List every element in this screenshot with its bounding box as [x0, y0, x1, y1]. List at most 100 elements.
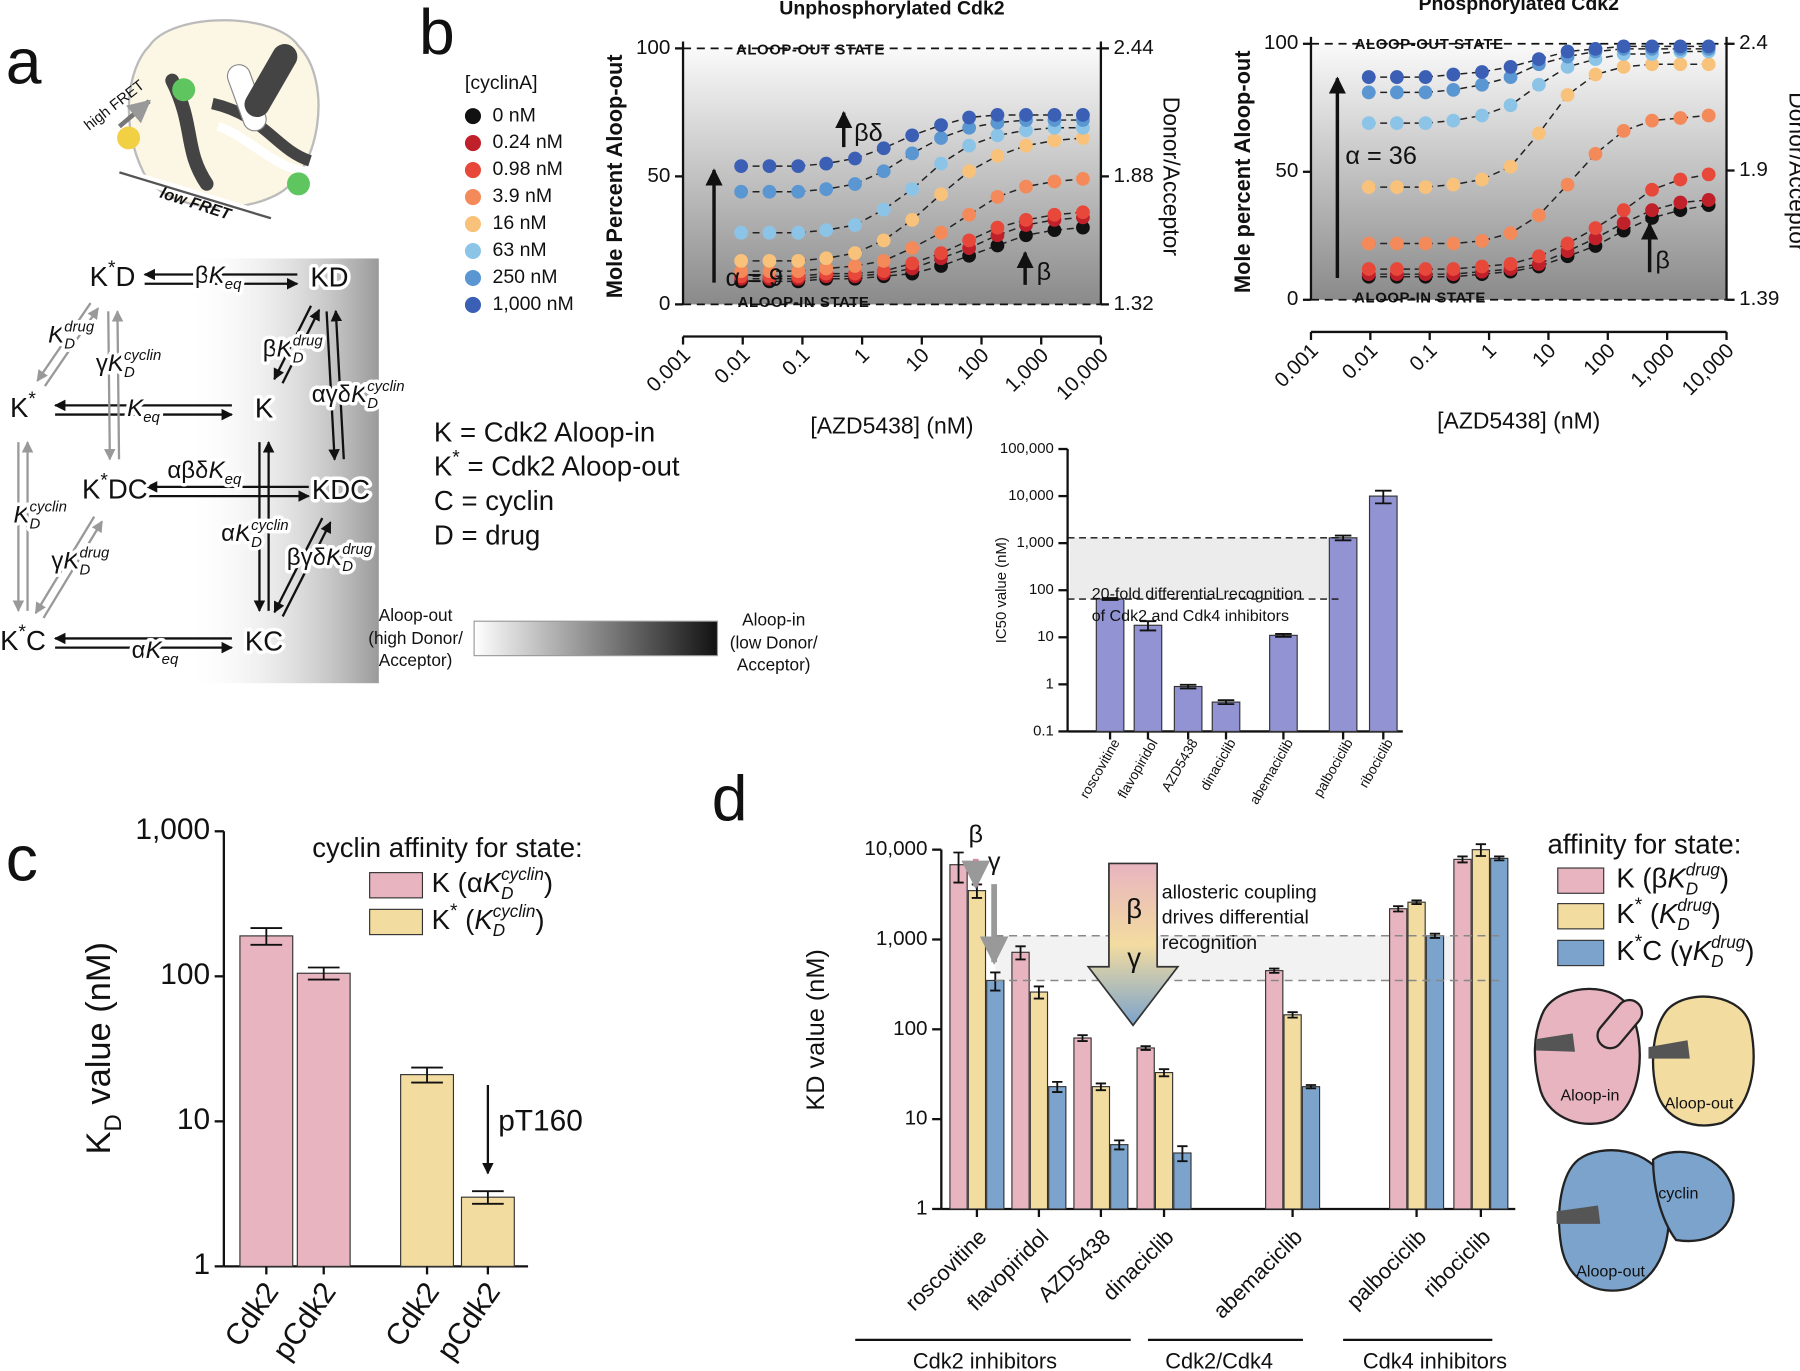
- legend-label: K (βKDdrug): [1616, 861, 1729, 899]
- equilibrium-arrow: [281, 521, 332, 617]
- annotation: ALOOP-IN STATE: [1354, 290, 1486, 307]
- annotation: β: [1126, 893, 1142, 924]
- bar: [1073, 1037, 1092, 1210]
- data-point: [1475, 259, 1489, 274]
- data-point: [905, 182, 920, 197]
- error-bar-line: [1269, 967, 1280, 974]
- data-point: [1446, 113, 1461, 128]
- error-bar: [411, 1066, 443, 1084]
- error-bar-line: [1275, 632, 1292, 638]
- bar: [1453, 858, 1472, 1210]
- text-part: D: [115, 261, 135, 292]
- data-point: [1701, 57, 1716, 72]
- data-point: [1389, 180, 1404, 195]
- data-point: [791, 184, 806, 199]
- text-part: eq: [225, 471, 242, 488]
- cartoons-d: [1533, 987, 1755, 1292]
- text-part: D: [501, 884, 513, 903]
- bar: [1133, 624, 1163, 732]
- data-point: [1047, 108, 1062, 122]
- error-bar-line: [1101, 597, 1119, 601]
- panel-label: a: [6, 26, 42, 98]
- bar: [1471, 849, 1491, 1210]
- equilibrium-constant: βKDdrug: [263, 333, 324, 367]
- data-point: [1616, 216, 1631, 230]
- text-part: eq: [162, 652, 179, 669]
- bar: [1091, 1086, 1111, 1210]
- data-point: [1531, 77, 1546, 92]
- error-bar: [1334, 534, 1352, 542]
- bar: [400, 1074, 455, 1267]
- data-point: [1475, 234, 1489, 248]
- data-point: [1019, 213, 1033, 227]
- data-point: [1616, 39, 1631, 54]
- equilibrium-arrow: [325, 311, 340, 461]
- error-bar-line: [1077, 1034, 1088, 1042]
- bar: [1136, 1047, 1155, 1210]
- text-part: *: [452, 447, 460, 468]
- annotation: γ: [1127, 942, 1141, 973]
- annotation: of Cdk2 and Cdk4 inhibitors: [1092, 607, 1289, 625]
- error-bar-line: [250, 927, 283, 946]
- annotation: 20-fold differential recognition: [1092, 585, 1302, 603]
- data-point: [1047, 133, 1062, 148]
- data-point: [1076, 205, 1090, 220]
- y-tick-label: 1: [193, 1248, 210, 1281]
- data-point: [1446, 82, 1461, 97]
- text-part: D: [251, 535, 262, 552]
- error-bar-line: [472, 1190, 504, 1205]
- error-bar-line: [1033, 985, 1045, 1000]
- data-point: [934, 156, 948, 171]
- data-point: [762, 264, 777, 278]
- text-part: drug: [1677, 896, 1712, 915]
- text-part: K: [483, 868, 503, 899]
- data-point: [1475, 172, 1489, 187]
- text-part: D: [64, 336, 75, 353]
- x-tick-label: 100: [1579, 339, 1620, 380]
- text-part: K: [80, 1132, 118, 1155]
- error-bar-line: [1140, 1045, 1151, 1051]
- text-part: K: [351, 382, 368, 409]
- chart-title: Unphosphorylated Cdk2: [779, 0, 1005, 20]
- data-point: [990, 238, 1005, 253]
- data-point: [1503, 70, 1518, 84]
- data-point: [734, 184, 749, 199]
- annotation: pT160: [498, 1105, 583, 1138]
- data-point: [1019, 108, 1033, 122]
- text-part: cyclin: [251, 518, 288, 535]
- data-point: [1019, 138, 1033, 153]
- x-tick-label: abemaciclib: [1247, 736, 1297, 807]
- x-tick-label: palbociclib: [1311, 736, 1356, 799]
- data-point: [1418, 180, 1433, 195]
- data-point: [934, 118, 948, 133]
- data-point: [1588, 146, 1603, 161]
- y-tick-label: 10,000: [1008, 487, 1054, 504]
- cartoon-label: cyclin: [1658, 1184, 1698, 1202]
- data-point: [1418, 236, 1433, 251]
- y-tick-label: 1,000: [1017, 534, 1054, 551]
- recognition-band: [1069, 537, 1330, 600]
- y2-axis-title: Donor/Acceptor: [1159, 97, 1185, 257]
- error-bar: [1475, 843, 1487, 857]
- error-bar-line: [411, 1066, 443, 1084]
- data-point: [1616, 123, 1631, 138]
- text-part: cyclin: [501, 865, 544, 884]
- data-point: [1047, 207, 1062, 222]
- equilibrium-constant: βKeq: [195, 262, 242, 293]
- error-bar-line: [307, 966, 340, 981]
- error-bar-line: [1114, 1139, 1125, 1151]
- error-bar: [250, 927, 283, 946]
- data-point: [1446, 262, 1461, 276]
- data-point: [762, 253, 777, 268]
- text-part: β: [195, 262, 209, 289]
- error-bar-line: [1393, 905, 1404, 913]
- legend-title: [cyclinA]: [465, 72, 538, 94]
- data-point: [1645, 113, 1659, 128]
- error-bar: [1139, 620, 1157, 632]
- text-part: K: [1616, 935, 1635, 966]
- text-part: K: [474, 904, 494, 935]
- y-tick-label: 100,000: [1000, 440, 1054, 457]
- x-tick-label: ribociclib: [1418, 1224, 1496, 1302]
- legend-swatch: [464, 162, 481, 179]
- text-part: = Cdk2 Aloop-out: [460, 451, 680, 482]
